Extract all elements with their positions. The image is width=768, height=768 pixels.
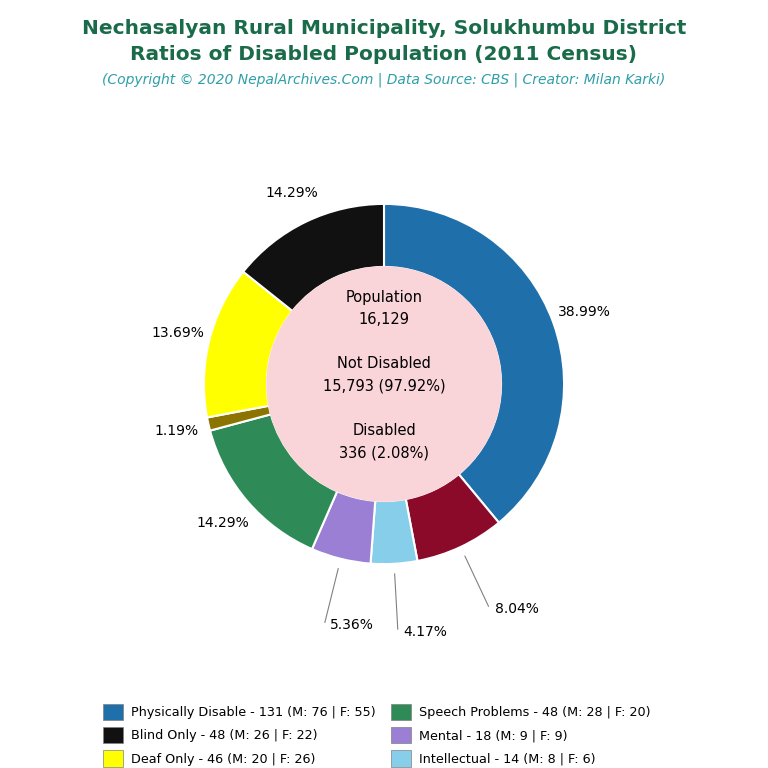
Text: 14.29%: 14.29% bbox=[197, 515, 250, 530]
Wedge shape bbox=[370, 499, 418, 564]
Text: (Copyright © 2020 NepalArchives.Com | Data Source: CBS | Creator: Milan Karki): (Copyright © 2020 NepalArchives.Com | Da… bbox=[102, 73, 666, 88]
Text: Nechasalyan Rural Municipality, Solukhumbu District: Nechasalyan Rural Municipality, Solukhum… bbox=[82, 19, 686, 38]
Wedge shape bbox=[207, 406, 271, 431]
Text: 38.99%: 38.99% bbox=[558, 305, 611, 319]
Text: 13.69%: 13.69% bbox=[151, 326, 204, 340]
Wedge shape bbox=[312, 492, 376, 564]
Circle shape bbox=[267, 267, 501, 501]
Wedge shape bbox=[243, 204, 384, 311]
Text: 14.29%: 14.29% bbox=[266, 186, 318, 200]
Wedge shape bbox=[384, 204, 564, 523]
Text: 4.17%: 4.17% bbox=[403, 625, 447, 639]
Legend: Physically Disable - 131 (M: 76 | F: 55), Blind Only - 48 (M: 26 | F: 22), Deaf : Physically Disable - 131 (M: 76 | F: 55)… bbox=[98, 698, 670, 768]
Text: 1.19%: 1.19% bbox=[155, 424, 199, 439]
Wedge shape bbox=[204, 272, 293, 418]
Wedge shape bbox=[406, 474, 499, 561]
Text: 5.36%: 5.36% bbox=[329, 618, 373, 632]
Text: Ratios of Disabled Population (2011 Census): Ratios of Disabled Population (2011 Cens… bbox=[131, 45, 637, 64]
Text: 8.04%: 8.04% bbox=[495, 602, 539, 616]
Text: Population
16,129

Not Disabled
15,793 (97.92%)

Disabled
336 (2.08%): Population 16,129 Not Disabled 15,793 (9… bbox=[323, 290, 445, 460]
Wedge shape bbox=[210, 414, 337, 549]
